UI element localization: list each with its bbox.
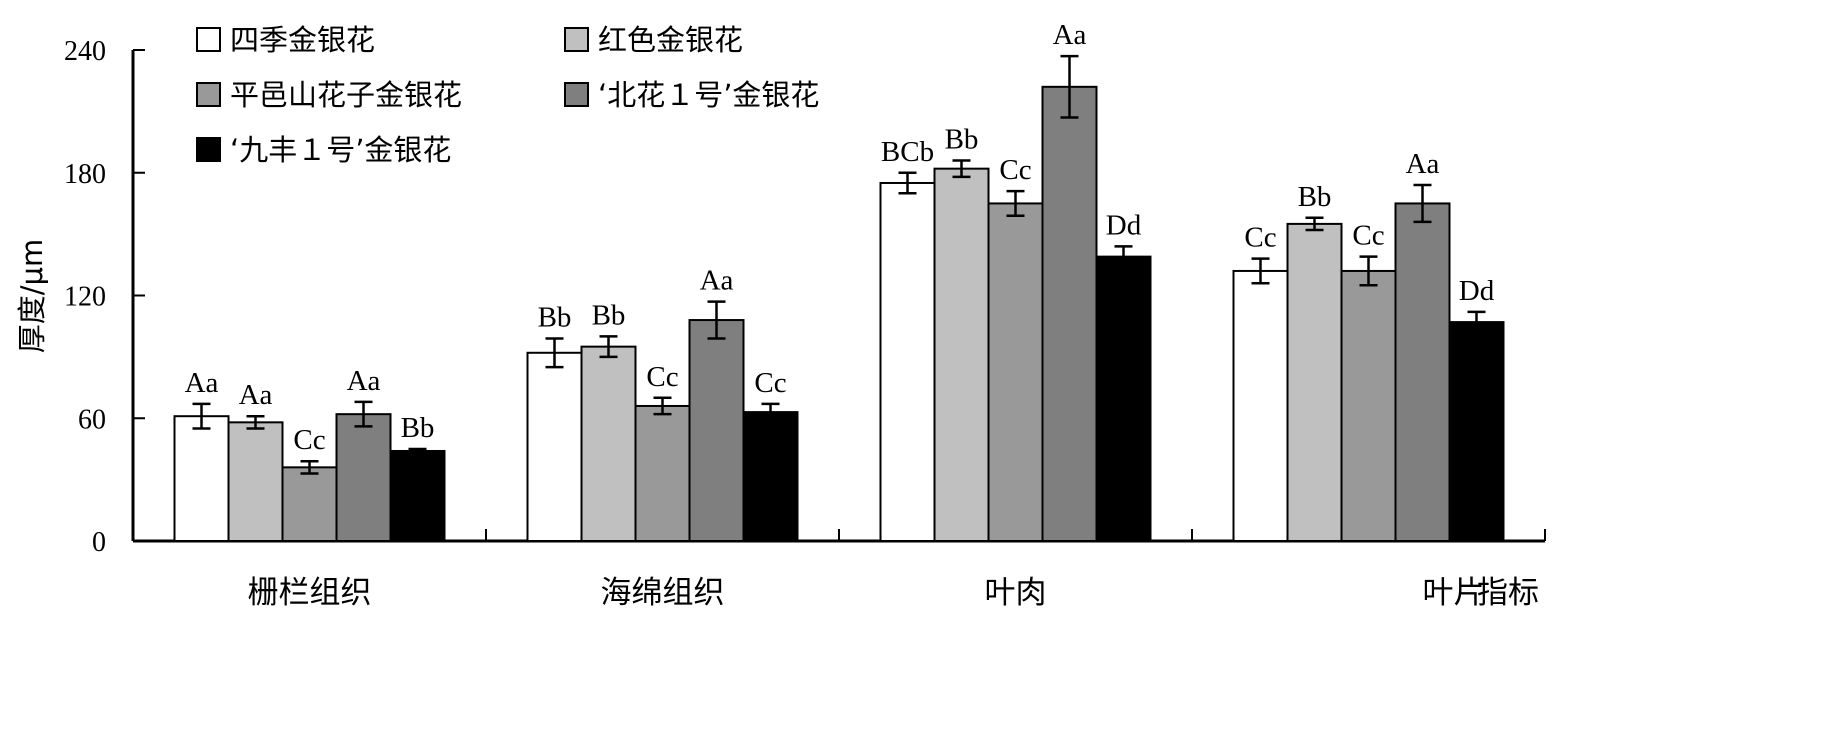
significance-label: Bb xyxy=(401,412,435,444)
category-labels: 栅栏组织 海绵组织 叶肉 叶片 xyxy=(248,575,1485,611)
legend-label: 平邑山花子金银花 xyxy=(230,78,462,112)
significance-label: BCb xyxy=(881,136,934,168)
bar xyxy=(281,466,338,543)
legend-label: ‘九丰１号’金银花 xyxy=(230,133,451,167)
significance-label: Dd xyxy=(1106,209,1142,241)
y-ticks: 0 60 120 180 240 xyxy=(64,36,145,558)
significance-label: Bb xyxy=(592,299,626,331)
significance-label: Cc xyxy=(646,361,678,393)
significance-label: Bb xyxy=(538,301,572,333)
significance-label: Cc xyxy=(1352,220,1384,252)
bar xyxy=(1394,202,1451,542)
y-tick-label: 0 xyxy=(92,527,106,558)
significance-label: Aa xyxy=(239,379,273,411)
y-tick-label: 60 xyxy=(78,404,106,435)
significance-label: Aa xyxy=(347,365,381,397)
category-label: 海绵组织 xyxy=(601,575,725,611)
significance-label: Cc xyxy=(999,154,1031,186)
significance-label: Cc xyxy=(754,367,786,399)
bar xyxy=(1232,269,1289,542)
bar xyxy=(688,319,745,542)
significance-label: Bb xyxy=(1298,181,1332,213)
bar xyxy=(1340,269,1397,542)
bar xyxy=(634,404,691,542)
legend-label: ‘北花１号’金银花 xyxy=(598,78,819,112)
y-axis-title: 厚度/μm xyxy=(15,239,49,353)
bar xyxy=(335,413,392,542)
bar xyxy=(879,181,936,543)
significance-label: Dd xyxy=(1459,275,1495,307)
bar xyxy=(742,411,799,542)
y-tick-label: 180 xyxy=(64,159,106,190)
category-label: 栅栏组织 xyxy=(248,575,372,611)
significance-label: Aa xyxy=(185,367,219,399)
bar xyxy=(389,449,446,543)
bar xyxy=(227,421,284,543)
significance-label: Aa xyxy=(1053,19,1087,51)
significance-label: Cc xyxy=(1244,222,1276,254)
x-ticks xyxy=(485,529,1546,541)
bar xyxy=(1095,255,1152,542)
legend-swatch xyxy=(196,82,221,107)
significance-labels: Aa Bb BCb Cc Aa Bb Bb Bb Cc Cc Cc Cc Aa Aa Aa Aa Bb Cc Dd D… xyxy=(185,19,1495,456)
legend-swatch xyxy=(564,82,589,107)
significance-label: Bb xyxy=(945,123,979,155)
legend-swatch xyxy=(564,27,589,52)
legend-label: 四季金银花 xyxy=(230,23,375,57)
bar xyxy=(526,351,583,542)
legend-swatch xyxy=(196,27,221,52)
category-label: 叶片 xyxy=(1423,575,1485,611)
y-tick-label: 120 xyxy=(64,282,106,313)
significance-label: Aa xyxy=(700,265,734,297)
bar xyxy=(580,345,637,543)
error-bars xyxy=(192,54,1486,475)
x-axis-title: 指标 xyxy=(1477,575,1539,611)
bar xyxy=(987,202,1044,542)
bars xyxy=(173,85,1505,543)
legend-swatch xyxy=(196,137,221,162)
significance-label: Aa xyxy=(1406,148,1440,180)
bar xyxy=(1041,85,1098,542)
legend-label: 红色金银花 xyxy=(598,23,743,57)
bar xyxy=(933,167,990,543)
bar xyxy=(1286,222,1343,542)
significance-label: Cc xyxy=(293,424,325,456)
bar xyxy=(1448,321,1505,542)
category-label: 叶肉 xyxy=(985,575,1047,611)
y-tick-label: 240 xyxy=(64,36,106,67)
bar xyxy=(173,415,230,542)
